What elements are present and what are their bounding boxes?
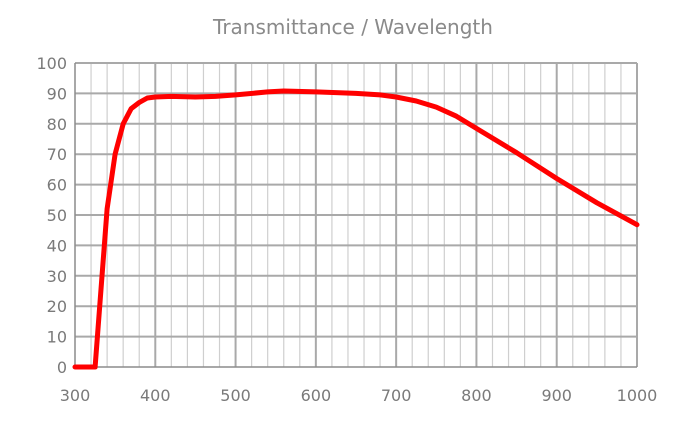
y-tick-label: 40 [47,236,67,255]
x-tick-label: 300 [60,386,91,405]
y-tick-label: 30 [47,267,67,286]
x-tick-label: 500 [220,386,251,405]
x-axis-tick-labels: 300 400 500 600 700 800 900 1000 [60,386,658,405]
x-tick-label: 700 [381,386,412,405]
series-layer [72,88,640,370]
y-tick-label: 10 [47,328,67,347]
y-axis-tick-labels: 0 10 20 30 40 50 60 70 80 90 100 [36,54,67,377]
x-tick-label: 800 [461,386,492,405]
y-tick-label: 100 [36,54,67,73]
x-tick-label: 400 [140,386,171,405]
major-gridlines [75,62,638,367]
axes [74,63,637,368]
x-tick-label: 1000 [617,386,658,405]
chart-title: Transmittance / Wavelength [212,15,493,39]
y-tick-label: 20 [47,297,67,316]
y-tick-label: 70 [47,145,67,164]
y-tick-label: 50 [47,206,67,225]
series-line-transmittance [72,88,640,370]
x-tick-label: 900 [541,386,572,405]
y-tick-label: 90 [47,84,67,103]
y-tick-label: 0 [57,358,67,377]
y-tick-label: 80 [47,115,67,134]
y-tick-label: 60 [47,176,67,195]
x-tick-label: 600 [301,386,332,405]
